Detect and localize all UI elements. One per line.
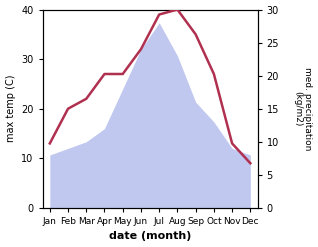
X-axis label: date (month): date (month) bbox=[109, 231, 191, 242]
Y-axis label: med. precipitation
(kg/m2): med. precipitation (kg/m2) bbox=[293, 67, 313, 150]
Y-axis label: max temp (C): max temp (C) bbox=[5, 75, 16, 143]
